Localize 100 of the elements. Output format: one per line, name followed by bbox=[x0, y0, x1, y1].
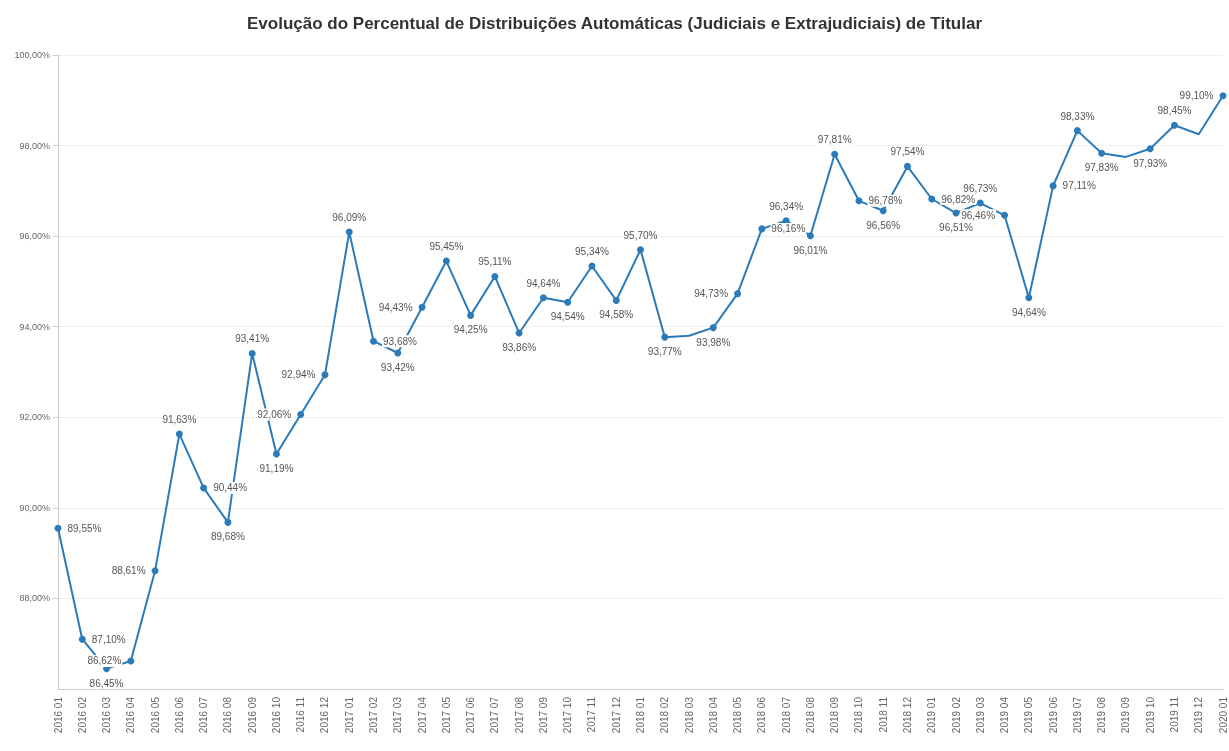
data-label: 94,64% bbox=[526, 277, 561, 289]
point bbox=[1219, 92, 1227, 100]
data-label: 97,81% bbox=[817, 134, 852, 146]
data-label: 94,54% bbox=[550, 311, 585, 323]
x-tick-label: 2018 11 bbox=[877, 696, 889, 733]
point bbox=[806, 232, 814, 240]
x-tick-label: 2016 08 bbox=[222, 696, 234, 734]
point bbox=[127, 657, 135, 665]
x-tick-label: 2018 06 bbox=[756, 696, 768, 734]
y-tick-label: 98,00% bbox=[19, 140, 50, 151]
data-label: 94,58% bbox=[599, 309, 634, 321]
data-label: 95,45% bbox=[429, 241, 464, 253]
x-tick-label: 2019 01 bbox=[926, 696, 938, 734]
data-label: 93,42% bbox=[380, 361, 415, 373]
point bbox=[1025, 294, 1033, 302]
x-tick-label: 2017 10 bbox=[562, 696, 574, 734]
y-tick-label: 88,00% bbox=[19, 593, 50, 604]
x-tick-label: 2017 11 bbox=[586, 696, 598, 733]
point bbox=[1073, 127, 1081, 135]
point bbox=[1170, 121, 1178, 129]
x-tick-label: 2017 06 bbox=[465, 696, 477, 734]
data-label: 86,45% bbox=[89, 677, 124, 689]
point bbox=[78, 635, 86, 643]
point bbox=[758, 225, 766, 233]
data-label: 96,78% bbox=[868, 195, 903, 207]
x-tick-label: 2017 08 bbox=[513, 696, 525, 734]
data-label: 94,64% bbox=[1011, 306, 1046, 318]
data-label: 98,33% bbox=[1060, 110, 1095, 122]
data-label: 93,68% bbox=[383, 335, 418, 347]
y-tick-label: 90,00% bbox=[19, 502, 50, 513]
point bbox=[855, 197, 863, 205]
x-tick-label: 2018 10 bbox=[853, 696, 865, 734]
data-label: 92,94% bbox=[281, 369, 316, 381]
data-label: 95,34% bbox=[575, 246, 610, 258]
x-tick-label: 2018 03 bbox=[683, 696, 695, 734]
x-tick-label: 2018 09 bbox=[829, 696, 841, 734]
data-label: 93,98% bbox=[696, 336, 731, 348]
point bbox=[442, 257, 450, 265]
data-label: 96,56% bbox=[866, 219, 901, 231]
x-tick-label: 2018 02 bbox=[659, 696, 671, 734]
data-label: 92,06% bbox=[257, 409, 292, 421]
data-label: 96,09% bbox=[332, 212, 367, 224]
y-tick-label: 100,00% bbox=[14, 50, 50, 60]
x-tick-label: 2016 12 bbox=[319, 696, 331, 734]
data-label: 88,61% bbox=[111, 565, 146, 577]
x-tick-label: 2019 03 bbox=[974, 696, 986, 734]
data-label: 97,83% bbox=[1084, 162, 1119, 174]
data-label: 96,82% bbox=[941, 193, 976, 205]
point bbox=[418, 303, 426, 311]
x-tick-label: 2019 02 bbox=[950, 696, 962, 734]
point bbox=[1098, 149, 1106, 157]
data-label: 97,54% bbox=[890, 146, 925, 158]
x-tick-label: 2016 06 bbox=[173, 696, 185, 734]
point bbox=[345, 228, 353, 236]
x-tick-label: 2016 01 bbox=[52, 696, 64, 734]
point bbox=[151, 567, 159, 575]
x-tick-label: 2019 04 bbox=[999, 696, 1011, 734]
x-tick-label: 2018 01 bbox=[635, 696, 646, 734]
x-tick-label: 2019 11 bbox=[1168, 696, 1180, 733]
data-label: 99,10% bbox=[1179, 90, 1214, 102]
point bbox=[539, 294, 547, 302]
x-tick-label: 2016 11 bbox=[295, 696, 307, 733]
data-label: 94,43% bbox=[378, 301, 413, 313]
point bbox=[564, 298, 572, 306]
point bbox=[200, 484, 208, 492]
data-label: 97,93% bbox=[1133, 157, 1168, 169]
point bbox=[491, 272, 499, 280]
point bbox=[321, 371, 329, 379]
data-label: 95,11% bbox=[478, 256, 512, 268]
x-tick-label: 2019 09 bbox=[1120, 696, 1132, 734]
x-tick-label: 2018 05 bbox=[732, 696, 744, 734]
data-label: 89,55% bbox=[67, 522, 102, 534]
x-tick-label: 2018 04 bbox=[707, 696, 719, 734]
x-tick-label: 2016 07 bbox=[198, 696, 210, 734]
x-tick-label: 2018 07 bbox=[780, 696, 792, 734]
data-label: 96,73% bbox=[963, 183, 998, 195]
data-label: 93,77% bbox=[647, 346, 682, 358]
x-tick-label: 2016 03 bbox=[101, 696, 113, 734]
y-tick-label: 92,00% bbox=[19, 412, 50, 423]
x-tick-label: 2019 08 bbox=[1096, 696, 1108, 734]
data-label: 93,86% bbox=[502, 342, 537, 354]
point bbox=[272, 450, 280, 458]
data-label: 96,46% bbox=[961, 209, 996, 221]
data-label: 96,16% bbox=[771, 223, 806, 235]
point bbox=[297, 411, 305, 419]
point bbox=[661, 333, 669, 341]
x-tick-label: 2016 09 bbox=[246, 696, 258, 734]
data-label: 97,11% bbox=[1062, 180, 1096, 192]
point bbox=[637, 246, 644, 254]
x-tick-label: 2019 06 bbox=[1047, 696, 1059, 734]
point bbox=[976, 199, 984, 207]
point bbox=[709, 324, 717, 332]
x-tick-label: 2019 10 bbox=[1144, 696, 1156, 734]
x-tick-label: 2017 12 bbox=[610, 696, 622, 734]
data-label: 96,34% bbox=[769, 200, 804, 212]
x-tick-label: 2020 01 bbox=[1217, 696, 1229, 734]
x-tick-label: 2016 02 bbox=[76, 696, 88, 734]
data-label: 86,62% bbox=[87, 655, 122, 667]
point bbox=[224, 518, 232, 526]
data-label: 94,73% bbox=[694, 288, 729, 300]
